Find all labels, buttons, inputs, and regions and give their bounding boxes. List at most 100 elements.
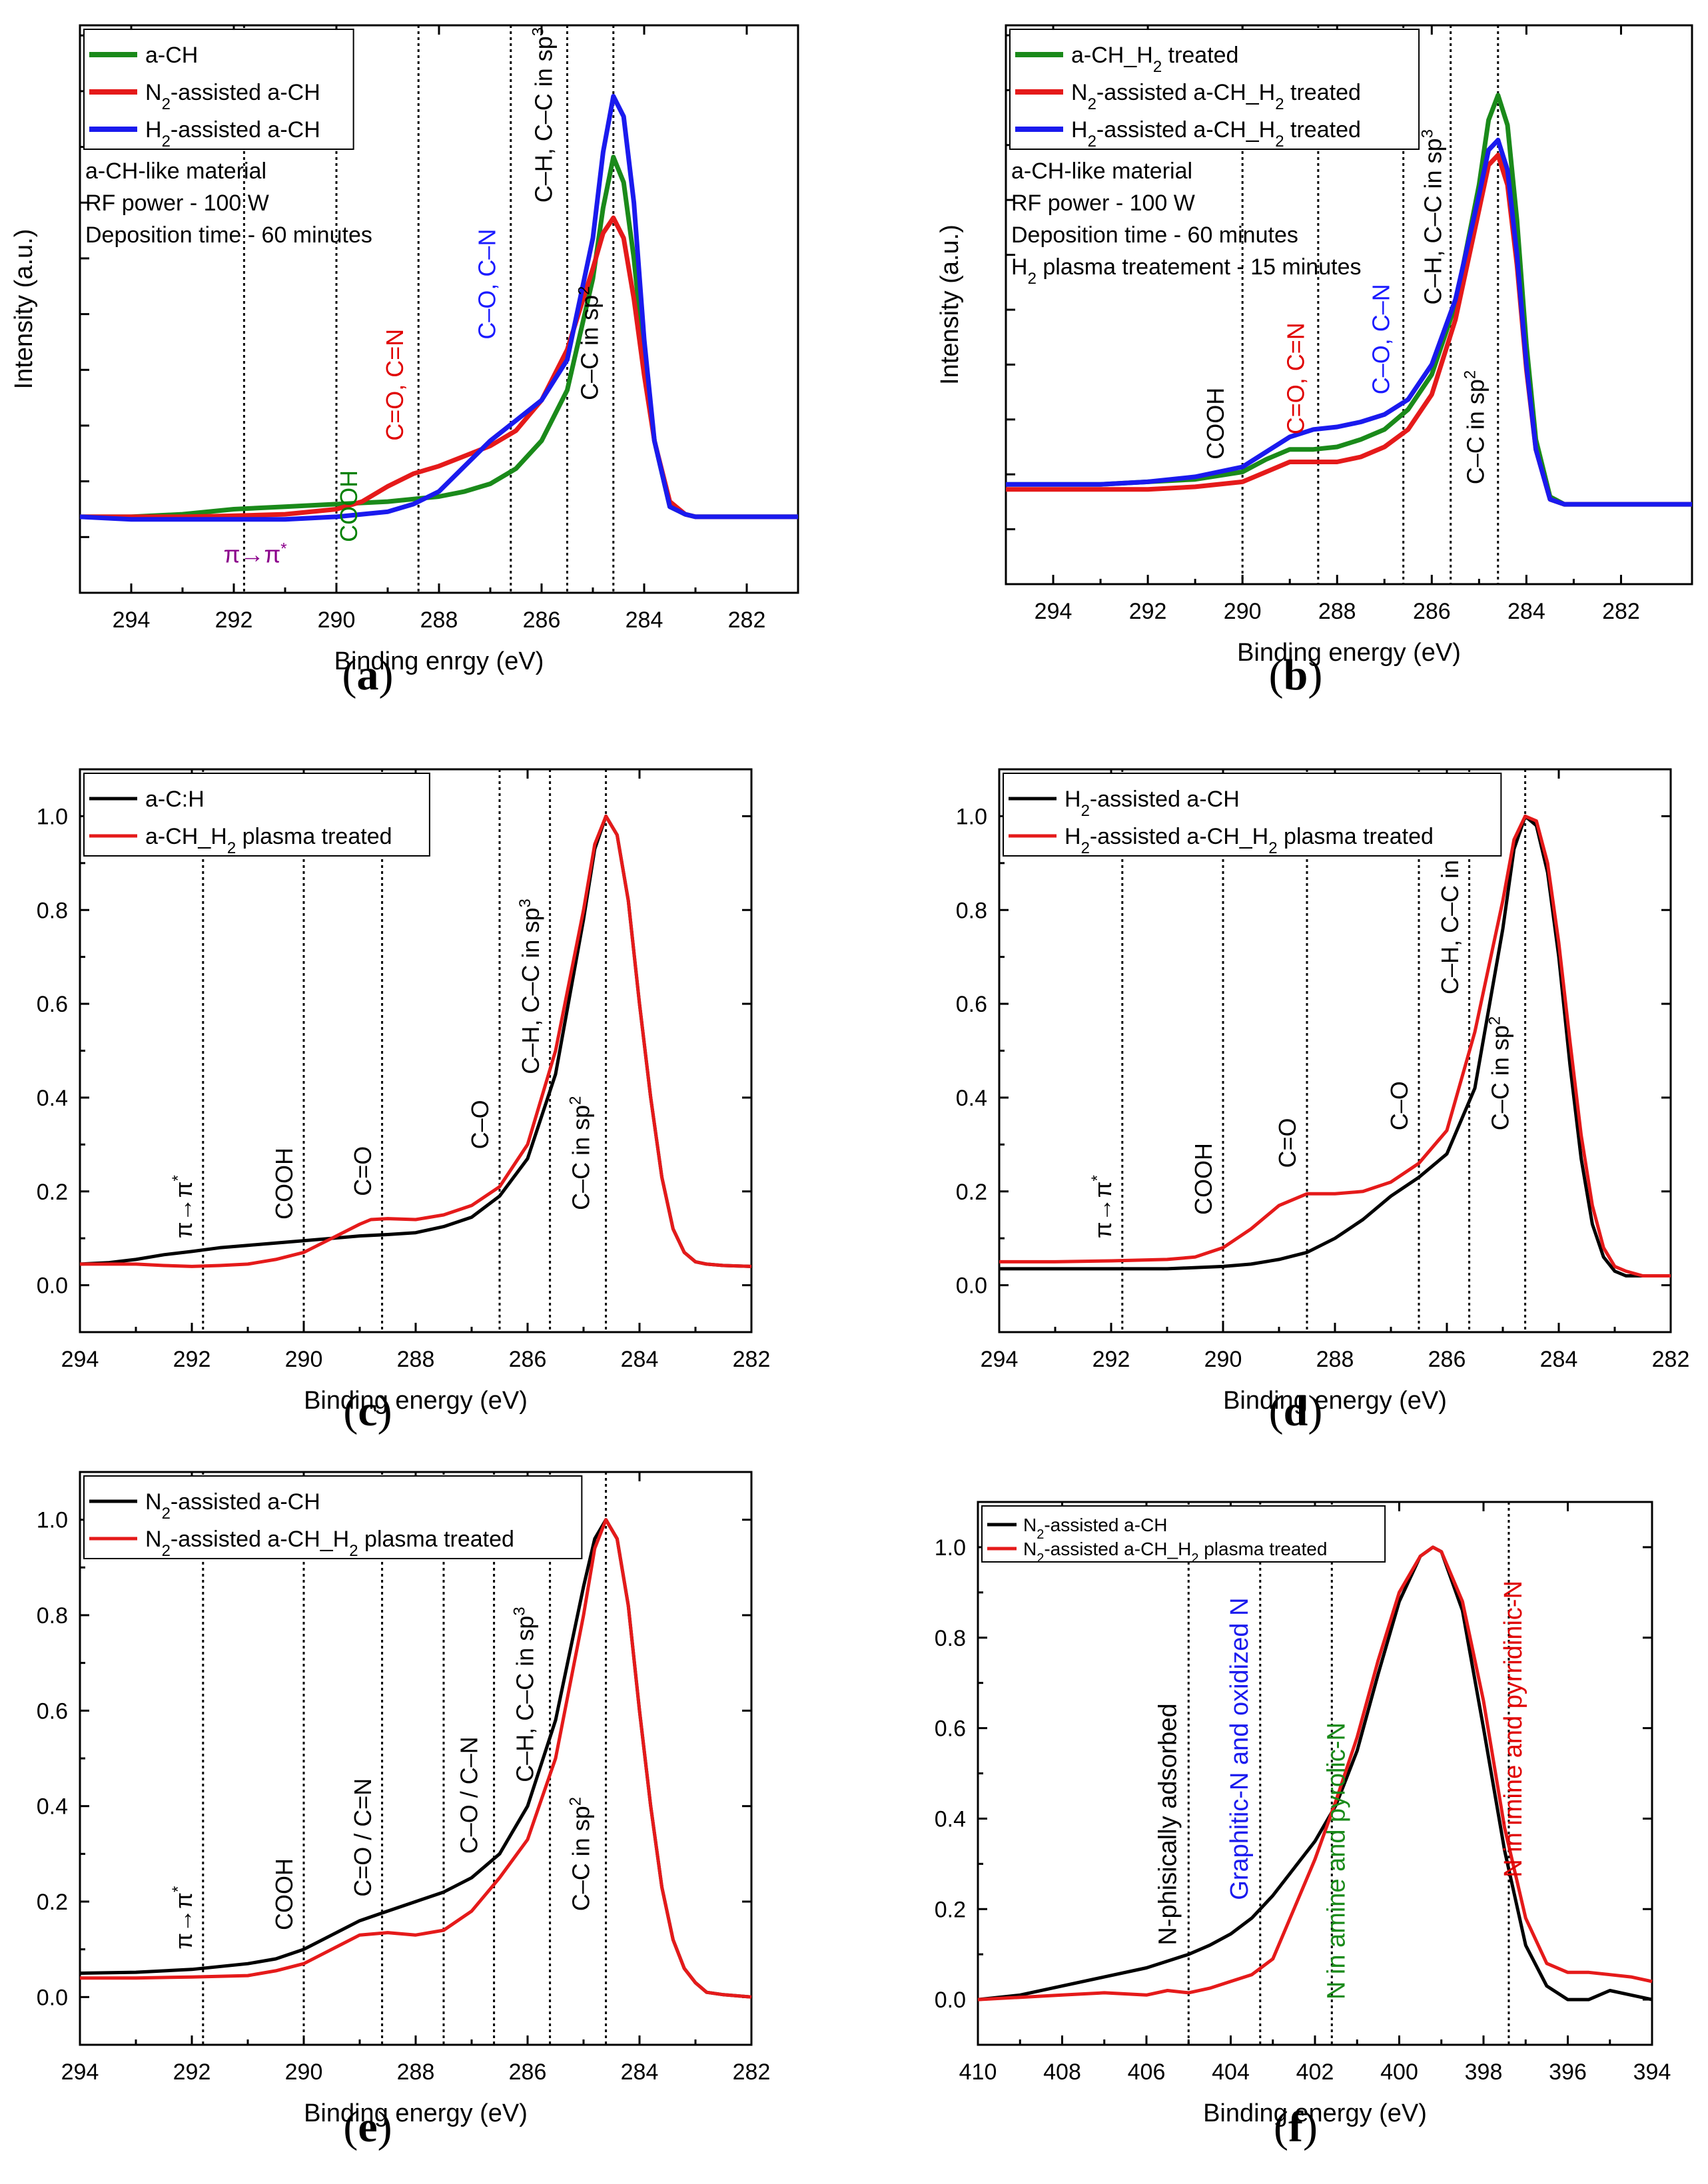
x-tick-label: 410 bbox=[959, 2059, 997, 2085]
chart-panel-3: 294 292 290 288 286 284 282 0.0 0.2 0.4 0.6 0.8 1.0 B… bbox=[37, 768, 771, 1435]
x-axis-label: Binding energy (eV) bbox=[304, 2099, 528, 2127]
peak-annotation: COOH bbox=[270, 1148, 298, 1220]
x-tick-label: 290 bbox=[318, 607, 356, 633]
legend-box bbox=[981, 1505, 1386, 1563]
legend-label: N2-assisted a-CH_H2 plasma treated bbox=[145, 1527, 514, 1560]
peak-annotation: C=O, C=N bbox=[1282, 322, 1310, 434]
legend-label: a-C:H bbox=[145, 787, 205, 812]
peak-annotation: C=O, C=N bbox=[381, 329, 408, 441]
x-tick-label: 294 bbox=[61, 2059, 99, 2085]
x-tick-label: 290 bbox=[285, 1347, 323, 1372]
x-tick-label: 398 bbox=[1465, 2059, 1503, 2085]
x-tick-label: 292 bbox=[1092, 1347, 1130, 1372]
y-tick-label: 0.0 bbox=[37, 1274, 68, 1299]
x-tick-label: 396 bbox=[1549, 2059, 1587, 2085]
series-line bbox=[1006, 93, 1692, 507]
series-line bbox=[999, 814, 1671, 1277]
legend-label: N2-assisted a-CH bbox=[1023, 1515, 1168, 1542]
panel-label: (c) bbox=[343, 1387, 392, 1435]
peak-annotation: N-phisically adsorbed bbox=[1154, 1703, 1182, 1945]
legend-box bbox=[83, 1475, 583, 1559]
x-tick-label: 282 bbox=[733, 2059, 771, 2085]
legend-label: N2-assisted a-CH bbox=[145, 1489, 320, 1523]
peak-annotation: COOH bbox=[270, 1858, 298, 1930]
peak-annotation: COOH bbox=[1202, 388, 1229, 460]
info-text: H2 plasma treatement - 15 minutes bbox=[1011, 254, 1361, 288]
x-tick-label: 288 bbox=[1318, 599, 1356, 624]
series-line bbox=[999, 814, 1671, 1277]
legend-label: N2-assisted a-CH_H2 plasma treated bbox=[1023, 1539, 1327, 1566]
legend-box bbox=[1003, 773, 1502, 857]
legend-box bbox=[83, 773, 430, 857]
peak-annotation: N in amine and pyrolic-N bbox=[1322, 1722, 1350, 2000]
peak-annotation: π→π* bbox=[224, 540, 287, 568]
peak-annotation: C–O bbox=[466, 1100, 494, 1149]
panel-label: (d) bbox=[1269, 1387, 1323, 1435]
y-tick-label: 0.6 bbox=[37, 992, 68, 1017]
y-axis-label: Intensity (a.u.) bbox=[936, 224, 964, 385]
y-tick-label: 0.4 bbox=[37, 1794, 68, 1820]
peak-annotation: C–H, C–C in sp3 bbox=[1418, 129, 1447, 304]
x-tick-label: 282 bbox=[733, 1347, 771, 1372]
y-tick-label: 0.4 bbox=[37, 1086, 68, 1111]
x-tick-label: 292 bbox=[1129, 599, 1167, 624]
y-tick-label: 0.2 bbox=[935, 1897, 966, 1922]
x-tick-label: 286 bbox=[1413, 599, 1451, 624]
y-tick-label: 0.8 bbox=[935, 1626, 966, 1651]
peak-annotation: COOH bbox=[1190, 1143, 1217, 1215]
peak-annotation: C–C in sp2 bbox=[575, 286, 604, 400]
series-line bbox=[977, 1545, 1653, 2002]
x-tick-label: 286 bbox=[509, 2059, 547, 2085]
y-tick-label: 0.4 bbox=[935, 1806, 966, 1832]
x-tick-label: 292 bbox=[173, 1347, 211, 1372]
y-tick-label: 0.2 bbox=[37, 1180, 68, 1205]
chart-panel-5: 294 292 290 288 286 284 282 0.0 0.2 0.4 0.6 0.8 1.0 B… bbox=[37, 1471, 771, 2151]
peak-annotation: C–H, C–C in sp3 bbox=[529, 27, 558, 202]
info-text: a-CH-like material bbox=[85, 159, 266, 184]
chart-panel-6: 410 408 406 404 402 400 398 396 394 0.0 0.2 0.4 0.6 0… bbox=[935, 1501, 1671, 2151]
peak-annotation: C–H, C–C in sp3 bbox=[510, 1607, 539, 1782]
peak-annotation: C–C in sp2 bbox=[1461, 370, 1490, 484]
x-tick-label: 286 bbox=[1428, 1347, 1466, 1372]
legend: a-CH_H2 treated N2-assisted a-CH_H2 treat… bbox=[1009, 29, 1420, 150]
x-tick-label: 288 bbox=[1316, 1347, 1354, 1372]
peak-annotation: C=O bbox=[349, 1146, 376, 1196]
x-tick-label: 284 bbox=[626, 607, 663, 633]
peak-annotation: C–O, C–N bbox=[1367, 284, 1394, 394]
x-tick-label: 394 bbox=[1633, 2059, 1671, 2085]
y-tick-label: 0.0 bbox=[956, 1274, 987, 1299]
x-tick-label: 288 bbox=[397, 1347, 435, 1372]
x-tick-label: 282 bbox=[728, 607, 766, 633]
x-tick-label: 284 bbox=[621, 2059, 659, 2085]
legend: a-CH N2-assisted a-CH H2-assisted a-CH bbox=[83, 29, 354, 150]
peak-annotation: C–C in sp2 bbox=[1486, 1016, 1514, 1130]
x-tick-label: 294 bbox=[1035, 599, 1072, 624]
panel-label: (a) bbox=[342, 651, 394, 699]
info-text: a-CH-like material bbox=[1011, 159, 1192, 184]
peak-annotation: COOH bbox=[335, 470, 362, 542]
y-tick-label: 1.0 bbox=[956, 804, 987, 829]
x-tick-label: 284 bbox=[621, 1347, 659, 1372]
x-tick-label: 284 bbox=[1507, 599, 1545, 624]
x-tick-label: 292 bbox=[215, 607, 253, 633]
y-tick-label: 0.4 bbox=[956, 1086, 987, 1111]
peak-annotation: π→π* bbox=[169, 1886, 198, 1950]
info-text: Deposition time - 60 minutes bbox=[1011, 222, 1298, 248]
x-tick-label: 406 bbox=[1128, 2059, 1166, 2085]
legend: N2-assisted a-CH N2-assisted a-CH_H2 plas… bbox=[83, 1475, 583, 1560]
x-tick-label: 288 bbox=[420, 607, 458, 633]
legend-label: N2-assisted a-CH bbox=[145, 80, 320, 113]
panel-label: (f) bbox=[1274, 2103, 1318, 2151]
y-tick-label: 0.8 bbox=[37, 898, 68, 923]
peak-annotation: C–O, C–N bbox=[474, 229, 501, 340]
peak-annotation: π→π* bbox=[1088, 1175, 1117, 1238]
legend-label: N2-assisted a-CH_H2 treated bbox=[1071, 80, 1361, 113]
x-tick-label: 286 bbox=[509, 1347, 547, 1372]
x-axis-label: Binding energy (eV) bbox=[1223, 1387, 1447, 1415]
x-tick-label: 284 bbox=[1540, 1347, 1578, 1372]
x-tick-label: 408 bbox=[1043, 2059, 1081, 2085]
x-tick-label: 282 bbox=[1602, 599, 1640, 624]
series-line bbox=[80, 215, 798, 520]
